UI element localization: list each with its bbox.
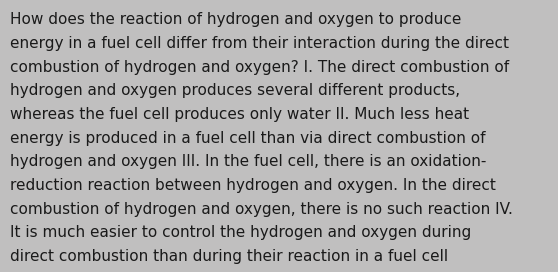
Text: It is much easier to control the hydrogen and oxygen during: It is much easier to control the hydroge… <box>10 225 472 240</box>
Text: energy in a fuel cell differ from their interaction during the direct: energy in a fuel cell differ from their … <box>10 36 509 51</box>
Text: whereas the fuel cell produces only water II. Much less heat: whereas the fuel cell produces only wate… <box>10 107 469 122</box>
Text: hydrogen and oxygen III. In the fuel cell, there is an oxidation-: hydrogen and oxygen III. In the fuel cel… <box>10 154 487 169</box>
Text: combustion of hydrogen and oxygen? I. The direct combustion of: combustion of hydrogen and oxygen? I. Th… <box>10 60 509 75</box>
Text: combustion of hydrogen and oxygen, there is no such reaction IV.: combustion of hydrogen and oxygen, there… <box>10 202 513 217</box>
Text: hydrogen and oxygen produces several different products,: hydrogen and oxygen produces several dif… <box>10 83 460 98</box>
Text: reduction reaction between hydrogen and oxygen. In the direct: reduction reaction between hydrogen and … <box>10 178 496 193</box>
Text: How does the reaction of hydrogen and oxygen to produce: How does the reaction of hydrogen and ox… <box>10 12 461 27</box>
Text: direct combustion than during their reaction in a fuel cell: direct combustion than during their reac… <box>10 249 448 264</box>
Text: energy is produced in a fuel cell than via direct combustion of: energy is produced in a fuel cell than v… <box>10 131 485 146</box>
